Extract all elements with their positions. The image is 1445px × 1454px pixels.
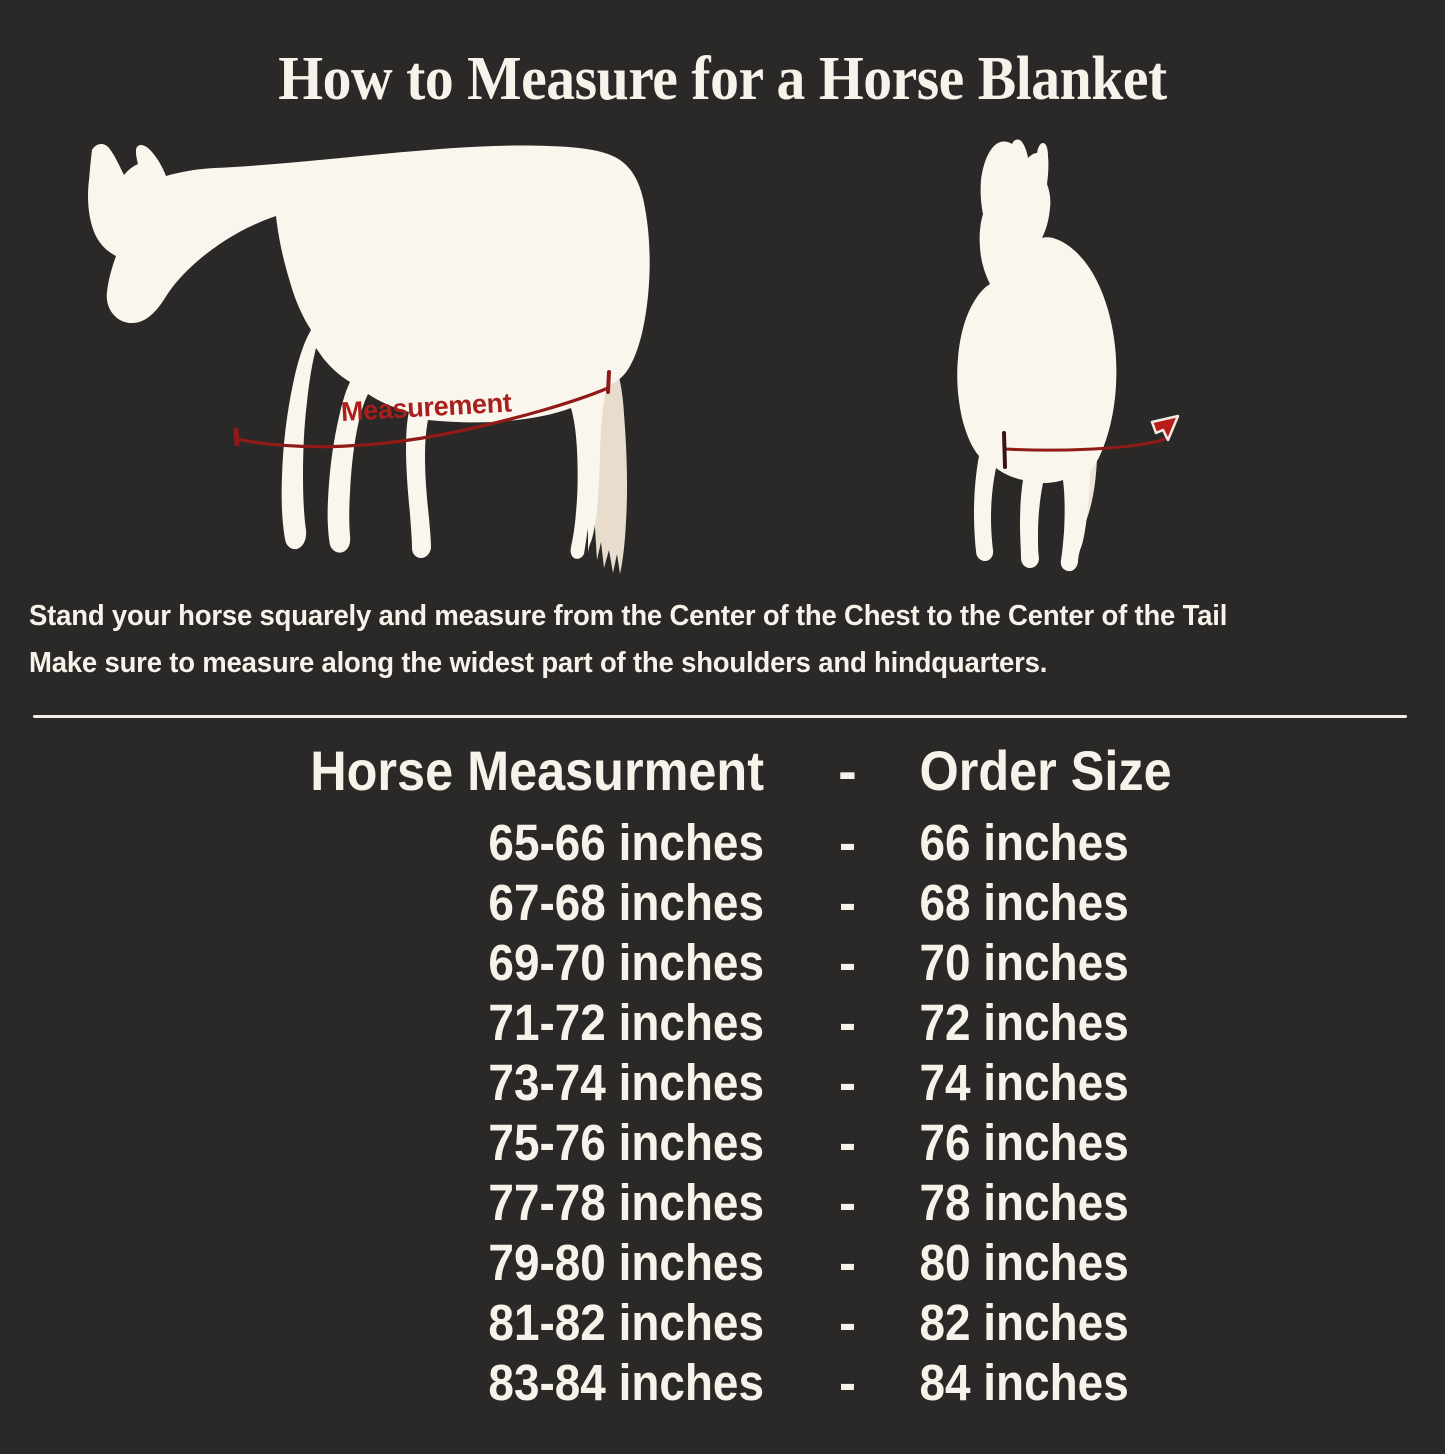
cell-dash: - xyxy=(839,1354,856,1411)
cell-dash: - xyxy=(839,1174,856,1231)
cell-order-size: 78 inches xyxy=(919,1174,1129,1231)
page-title: How to Measure for a Horse Blanket xyxy=(278,45,1167,113)
table-header-row: Horse Measurment - Order Size xyxy=(0,735,1445,807)
cell-dash: - xyxy=(839,1054,856,1111)
cell-order-size: 72 inches xyxy=(919,994,1129,1051)
cell-dash: - xyxy=(839,934,856,991)
table-row: 65-66 inches - 66 inches xyxy=(0,813,1445,873)
cell-measurement: 73-74 inches xyxy=(487,1054,764,1111)
header-dash: - xyxy=(838,739,857,802)
measurement-diagram: Measurement xyxy=(0,130,1445,580)
measurement-rear-tick xyxy=(1002,431,1007,469)
horse-side-body xyxy=(88,144,650,559)
horse-side-view xyxy=(88,144,650,574)
cell-measurement: 65-66 inches xyxy=(487,814,764,871)
cell-measurement: 75-76 inches xyxy=(487,1114,764,1171)
cell-order-size: 80 inches xyxy=(919,1234,1129,1291)
cell-dash: - xyxy=(839,1114,856,1171)
cell-order-size: 84 inches xyxy=(919,1354,1129,1411)
cell-dash: - xyxy=(839,994,856,1051)
table-row: 69-70 inches - 70 inches xyxy=(0,933,1445,993)
cell-measurement: 77-78 inches xyxy=(487,1174,764,1231)
horse-rear-body xyxy=(957,139,1117,572)
table-row: 83-84 inches - 84 inches xyxy=(0,1353,1445,1413)
instructions-text: Stand your horse squarely and measure fr… xyxy=(29,593,1376,687)
table-row: 73-74 inches - 74 inches xyxy=(0,1053,1445,1113)
cell-dash: - xyxy=(839,1294,856,1351)
table-row: 79-80 inches - 80 inches xyxy=(0,1233,1445,1293)
diagram-svg xyxy=(88,139,1180,574)
table-row: 71-72 inches - 72 inches xyxy=(0,993,1445,1053)
cell-order-size: 68 inches xyxy=(919,874,1129,931)
cell-dash: - xyxy=(839,814,856,871)
size-chart-table: Horse Measurment - Order Size 65-66 inch… xyxy=(0,735,1445,1413)
header-horse-measurement: Horse Measurment xyxy=(309,739,764,802)
cell-measurement: 81-82 inches xyxy=(487,1294,764,1351)
instruction-line-2: Make sure to measure along the widest pa… xyxy=(29,647,1048,679)
header-order-size: Order Size xyxy=(919,739,1172,802)
measurement-tail-tick xyxy=(606,370,611,394)
section-divider xyxy=(33,715,1407,718)
instruction-line-1: Stand your horse squarely and measure fr… xyxy=(29,600,1228,632)
cell-order-size: 70 inches xyxy=(919,934,1129,991)
cell-measurement: 71-72 inches xyxy=(487,994,764,1051)
cell-order-size: 66 inches xyxy=(919,814,1129,871)
cell-dash: - xyxy=(839,1234,856,1291)
table-row: 81-82 inches - 82 inches xyxy=(0,1293,1445,1353)
cell-dash: - xyxy=(839,874,856,931)
measurement-chest-tick xyxy=(233,427,240,447)
cell-order-size: 82 inches xyxy=(919,1294,1129,1351)
table-row: 75-76 inches - 76 inches xyxy=(0,1113,1445,1173)
horse-rear-view xyxy=(957,139,1180,572)
cell-measurement: 83-84 inches xyxy=(487,1354,764,1411)
measurement-arrow-icon xyxy=(1150,414,1180,442)
measurement-arc xyxy=(234,386,610,449)
cell-measurement: 69-70 inches xyxy=(487,934,764,991)
table-row: 77-78 inches - 78 inches xyxy=(0,1173,1445,1233)
cell-measurement: 67-68 inches xyxy=(487,874,764,931)
cell-order-size: 74 inches xyxy=(919,1054,1129,1111)
cell-order-size: 76 inches xyxy=(919,1114,1129,1171)
table-row: 67-68 inches - 68 inches xyxy=(0,873,1445,933)
cell-measurement: 79-80 inches xyxy=(487,1234,764,1291)
